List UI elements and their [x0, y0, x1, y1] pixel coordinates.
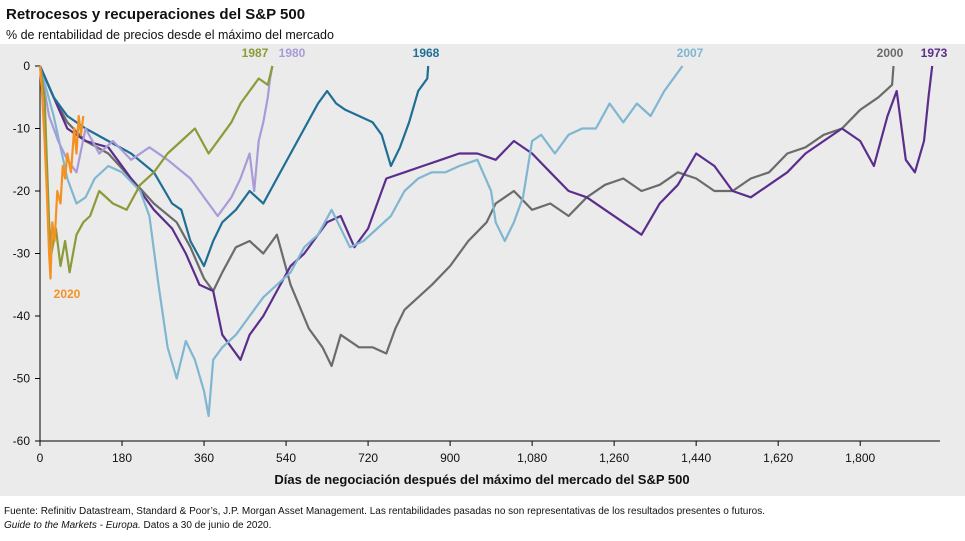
date-text: Datos a 30 de junio de 2020. [144, 520, 272, 531]
plot-bg [0, 44, 965, 496]
x-tick-label: 1,440 [681, 451, 711, 465]
y-tick-label: -40 [13, 309, 31, 323]
series-line [38, 65, 895, 368]
x-tick-label: 360 [194, 451, 214, 465]
series-label: 1973 [921, 46, 948, 60]
chart-title: Retrocesos y recuperaciones del S&P 500 [6, 6, 305, 23]
series-label: 2000 [877, 46, 904, 60]
x-tick-label: 180 [112, 451, 132, 465]
y-tick-label: -20 [13, 184, 31, 198]
series-line [38, 65, 934, 361]
series-line [38, 65, 684, 418]
series-line [38, 65, 85, 280]
x-tick-label: 720 [358, 451, 378, 465]
y-tick-label: -60 [13, 434, 31, 448]
series-label: 1987 [242, 46, 269, 60]
x-axis-label: Días de negociación después del máximo d… [274, 472, 689, 487]
series-label: 1968 [413, 46, 440, 60]
plot: 0 -10 -20 -30 -40 -50 -60 0 180 360 540 720 900 1,080… [13, 46, 948, 465]
series-line [38, 65, 274, 218]
x-tick-label: 900 [440, 451, 460, 465]
x-tick-label: 1,620 [763, 451, 793, 465]
series-label: 1980 [279, 46, 306, 60]
y-tick-label: 0 [23, 59, 30, 73]
y-tick-label: -50 [13, 372, 31, 386]
date-note: Guide to the Markets - Europa. Datos a 3… [4, 520, 271, 531]
series-label: 2020 [54, 287, 81, 301]
source-note: Fuente: Refinitiv Datastream, Standard &… [4, 506, 765, 517]
x-tick-label: 1,800 [845, 451, 875, 465]
x-tick-label: 0 [37, 451, 44, 465]
y-tick-label: -30 [13, 247, 31, 261]
guide-name: Guide to the Markets - Europa. [4, 520, 141, 531]
x-tick-label: 1,080 [517, 451, 547, 465]
series-label: 2007 [677, 46, 704, 60]
y-tick-label: -10 [13, 122, 31, 136]
x-tick-label: 1,260 [599, 451, 629, 465]
x-tick-label: 540 [276, 451, 296, 465]
chart-subtitle: % de rentabilidad de precios desde el má… [6, 28, 334, 42]
